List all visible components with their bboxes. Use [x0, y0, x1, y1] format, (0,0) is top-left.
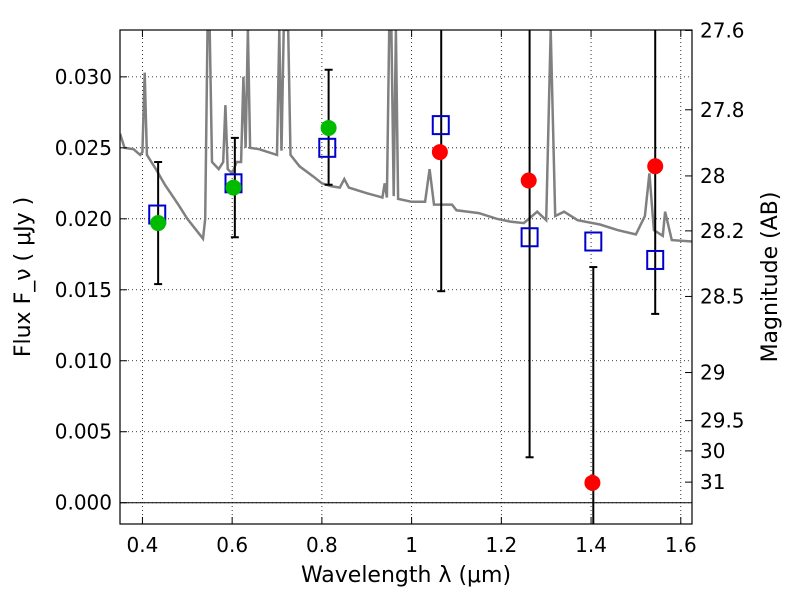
y-tick-label: 0.015 — [55, 278, 112, 302]
x-tick-label: 1 — [405, 533, 418, 557]
observed-point-green — [225, 179, 242, 196]
x-tick-label: 1.6 — [665, 533, 697, 557]
model-photometry-square — [431, 115, 450, 136]
y-tick-label: 0.000 — [55, 491, 112, 515]
right-axis-ticks: 27.6 27.8 28 28.2 28.5 29 29.5 30 31 — [685, 18, 745, 494]
observed-point-green — [150, 215, 167, 232]
y-axis-ticks: 0.000 0.005 0.010 0.015 0.020 0.025 0.030 — [55, 65, 127, 515]
right-tick-label: 29 — [700, 361, 725, 385]
y-tick-label: 0.005 — [55, 420, 112, 444]
observed-point-red — [584, 474, 601, 491]
right-tick-label: 29.5 — [700, 409, 745, 433]
x-axis-ticks: 0.4 0.6 0.8 1 1.2 1.4 1.6 — [127, 30, 697, 557]
model-photometry-square — [584, 231, 603, 252]
x-tick-label: 0.4 — [127, 533, 159, 557]
y-axis-title: Flux F_ν ( μJy ) — [11, 197, 36, 357]
x-tick-label: 0.8 — [306, 533, 338, 557]
y-tick-label: 0.010 — [55, 349, 112, 373]
x-tick-label: 0.6 — [216, 533, 248, 557]
model-photometry-square — [520, 227, 539, 248]
observed-flux-points — [150, 119, 664, 491]
right-tick-label: 30 — [700, 439, 725, 463]
x-tick-label: 1.2 — [485, 533, 517, 557]
y-tick-label: 0.025 — [55, 136, 112, 160]
observed-point-red — [431, 144, 448, 161]
right-tick-label: 28 — [700, 164, 725, 188]
plot-frame — [119, 29, 693, 525]
right-axis-title: Magnitude (AB) — [758, 192, 783, 363]
observed-point-red — [647, 158, 664, 175]
x-tick-label: 1.4 — [575, 533, 607, 557]
right-tick-label: 28.2 — [700, 219, 745, 243]
model-photometry-square — [318, 137, 337, 158]
observed-point-red — [520, 172, 537, 189]
model-photometry-square — [646, 249, 665, 270]
plot-background — [120, 30, 692, 524]
right-tick-label: 27.6 — [700, 18, 745, 42]
right-tick-label: 27.8 — [700, 98, 745, 122]
right-tick-label: 31 — [700, 470, 725, 494]
right-tick-label: 28.5 — [700, 284, 745, 308]
observed-point-green — [320, 119, 337, 136]
y-tick-label: 0.030 — [55, 65, 112, 89]
y-tick-label: 0.020 — [55, 207, 112, 231]
model-photometry-squares — [148, 115, 665, 270]
x-axis-title: Wavelength λ (μm) — [301, 563, 511, 588]
